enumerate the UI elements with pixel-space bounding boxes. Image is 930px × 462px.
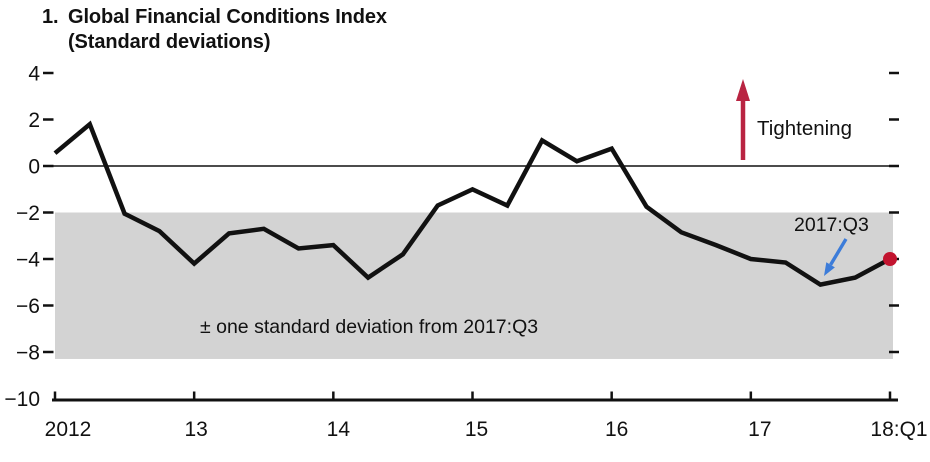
tightening-label: Tightening (757, 117, 852, 140)
x-tick-label: 18:Q1 (870, 418, 927, 441)
chart-title: 1. Global Financial Conditions Index (Sta… (42, 5, 387, 55)
title-text: Global Financial Conditions Index (68, 6, 387, 28)
x-tick-label: 2012 (45, 418, 92, 441)
x-tick-label: 14 (327, 418, 351, 441)
y-tick-label: −10 (4, 388, 40, 411)
y-tick-label: −6 (16, 295, 40, 318)
endpoint-callout-label: 2017:Q3 (794, 214, 869, 236)
x-tick-label: 15 (465, 418, 488, 441)
tightening-arrow-head (736, 79, 750, 101)
y-tick-label: −4 (16, 249, 40, 272)
y-tick-label: 0 (28, 156, 40, 179)
band-label: ± one standard deviation from 2017:Q3 (200, 316, 538, 338)
series-line (53, 120, 892, 287)
std-dev-band (55, 212, 893, 359)
x-tick-label: 17 (748, 418, 771, 441)
chart-title-line1: 1. Global Financial Conditions Index (42, 5, 387, 30)
callout-arrow-shaft (829, 238, 848, 266)
latest-point-marker (883, 252, 897, 266)
chart-subtitle: (Standard deviations) (68, 31, 271, 53)
callout-arrow-head (824, 262, 835, 276)
x-tick-label: 16 (605, 418, 628, 441)
y-tick-label: 4 (28, 63, 40, 86)
title-number: 1. (42, 6, 59, 28)
y-tick-label: −8 (16, 342, 40, 365)
y-tick-label: 2 (28, 109, 40, 132)
y-tick-label: −2 (16, 202, 40, 225)
x-tick-label: 13 (184, 418, 207, 441)
